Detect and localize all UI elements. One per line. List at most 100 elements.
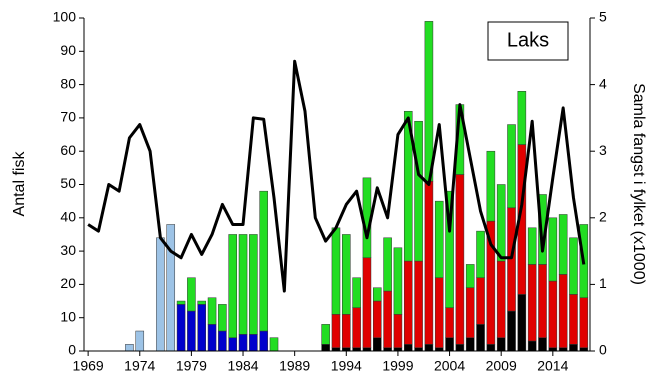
y-tick-label: 0 bbox=[68, 342, 76, 358]
x-tick-label: 2009 bbox=[486, 358, 517, 374]
bar bbox=[465, 264, 475, 288]
bar bbox=[569, 237, 578, 295]
bar bbox=[249, 234, 258, 335]
bar bbox=[517, 294, 527, 352]
bar bbox=[445, 337, 454, 352]
x-tick-label: 1974 bbox=[124, 358, 155, 374]
bar bbox=[372, 287, 382, 302]
x-tick-label: 2014 bbox=[537, 358, 568, 374]
y-tick-label: 40 bbox=[60, 209, 76, 225]
bar bbox=[486, 344, 496, 352]
bar bbox=[476, 277, 485, 325]
bar bbox=[434, 277, 444, 348]
bar bbox=[207, 297, 217, 325]
x-tick-label: 1969 bbox=[73, 358, 104, 374]
bar bbox=[558, 274, 568, 348]
y-tick-label: 80 bbox=[60, 75, 76, 91]
bar bbox=[187, 277, 196, 312]
bar bbox=[259, 190, 268, 332]
bar bbox=[238, 234, 248, 335]
bar bbox=[166, 224, 176, 352]
bar bbox=[197, 304, 206, 352]
y2-tick-label: 5 bbox=[599, 9, 607, 25]
bar bbox=[569, 344, 578, 352]
bar bbox=[507, 124, 516, 209]
bar bbox=[507, 310, 516, 352]
bar bbox=[393, 314, 403, 348]
bar bbox=[403, 260, 413, 345]
bar bbox=[424, 21, 434, 182]
bar bbox=[383, 290, 392, 348]
y-tick-label: 30 bbox=[60, 242, 76, 258]
bar bbox=[527, 340, 537, 352]
bar bbox=[527, 227, 537, 265]
y-tick-label: 10 bbox=[60, 308, 76, 324]
bar bbox=[125, 344, 134, 352]
bar bbox=[434, 200, 444, 278]
bar bbox=[342, 314, 351, 348]
bar bbox=[569, 294, 578, 345]
bar bbox=[414, 260, 423, 348]
bar bbox=[496, 184, 506, 262]
bar bbox=[207, 324, 217, 352]
bar bbox=[238, 334, 248, 352]
x-tick-label: 1984 bbox=[227, 358, 258, 374]
x-tick-label: 1979 bbox=[176, 358, 207, 374]
bar bbox=[548, 217, 558, 282]
bar bbox=[372, 337, 382, 352]
y2-tick-label: 4 bbox=[599, 75, 607, 91]
y2-tick-label: 1 bbox=[599, 275, 607, 291]
x-tick-label: 1989 bbox=[279, 358, 310, 374]
bar bbox=[156, 237, 165, 352]
bar bbox=[507, 207, 516, 312]
bar bbox=[414, 120, 423, 262]
bar bbox=[383, 237, 392, 292]
bar bbox=[496, 260, 506, 338]
y-tick-label: 90 bbox=[60, 42, 76, 58]
bar bbox=[445, 190, 454, 308]
bar bbox=[424, 344, 434, 352]
chart-title: Laks bbox=[507, 29, 549, 51]
y-axis-label: Antal fisk bbox=[11, 151, 28, 217]
bar bbox=[176, 300, 186, 305]
y2-tick-label: 2 bbox=[599, 209, 607, 225]
title-box bbox=[487, 21, 569, 61]
y-tick-label: 70 bbox=[60, 109, 76, 125]
x-tick-label: 1994 bbox=[331, 358, 362, 374]
bar bbox=[321, 324, 330, 345]
y2-tick-label: 3 bbox=[599, 142, 607, 158]
y2-axis-label: Samla fangst i fylket (x1000) bbox=[630, 83, 647, 285]
bar bbox=[176, 304, 186, 352]
bar bbox=[455, 344, 465, 352]
bar bbox=[342, 234, 351, 315]
bar bbox=[476, 230, 485, 278]
bar bbox=[331, 314, 341, 348]
bar bbox=[527, 264, 537, 342]
bar bbox=[486, 150, 496, 222]
bar bbox=[465, 337, 475, 352]
bar bbox=[579, 297, 589, 348]
bar bbox=[445, 307, 454, 338]
bar bbox=[538, 337, 547, 352]
bar bbox=[496, 337, 506, 352]
bar bbox=[476, 324, 485, 352]
bar bbox=[393, 247, 403, 315]
bar bbox=[403, 344, 413, 352]
line bbox=[87, 59, 586, 293]
bar bbox=[228, 337, 237, 352]
y-tick-label: 50 bbox=[60, 175, 76, 191]
y-tick-label: 100 bbox=[53, 9, 77, 25]
bar bbox=[135, 330, 145, 352]
bar bbox=[352, 307, 361, 348]
bar bbox=[372, 300, 382, 338]
bar bbox=[403, 110, 413, 262]
bar bbox=[259, 330, 268, 352]
bar bbox=[187, 310, 196, 352]
bar bbox=[465, 287, 475, 338]
bar bbox=[424, 180, 434, 345]
x-tick-label: 2004 bbox=[434, 358, 465, 374]
bar bbox=[331, 227, 341, 315]
bar bbox=[558, 214, 568, 275]
bar bbox=[517, 91, 527, 145]
